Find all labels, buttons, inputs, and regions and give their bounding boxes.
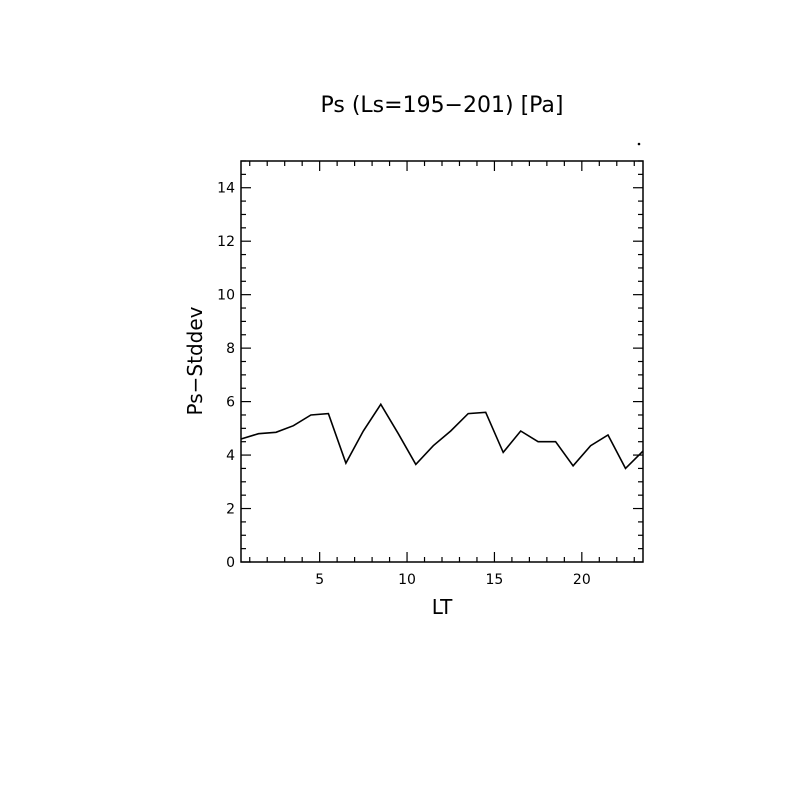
- x-tick-label: 5: [315, 572, 324, 588]
- chart-title: Ps (Ls=195−201) [Pa]: [321, 93, 564, 118]
- tick-labels: 5 10 15 20 0 2 4 6 8 10 12 14: [217, 181, 591, 588]
- x-axis-label: LT: [432, 595, 453, 619]
- axis-ticks: [241, 160, 643, 563]
- y-tick-label: 10: [217, 288, 235, 304]
- y-tick-label: 8: [226, 341, 235, 357]
- series-line: [240, 402, 644, 470]
- x-tick-label: 15: [486, 572, 504, 588]
- plot-frame: [240, 160, 644, 563]
- y-tick-label: 2: [226, 502, 235, 518]
- corner-dot: [637, 142, 641, 146]
- x-tick-label: 10: [398, 572, 416, 588]
- series-layer: [240, 402, 644, 470]
- y-tick-label: 14: [217, 181, 235, 197]
- y-axis-label: Ps−Stddev: [183, 306, 207, 415]
- x-tick-label: 20: [573, 572, 591, 588]
- y-tick-label: 0: [226, 555, 235, 571]
- y-tick-label: 12: [217, 234, 235, 250]
- y-tick-label: 6: [226, 395, 235, 411]
- y-tick-label: 4: [226, 448, 235, 464]
